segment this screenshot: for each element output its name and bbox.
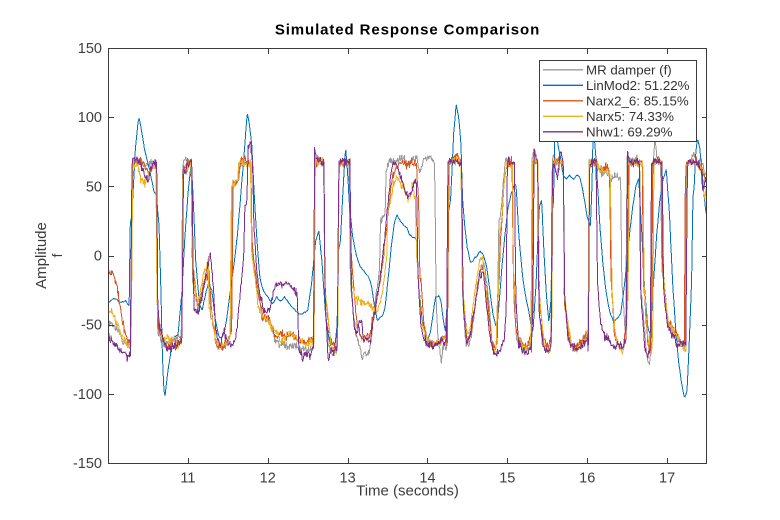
- svg-text:Simulated Response Comparison: Simulated Response Comparison: [275, 22, 540, 39]
- svg-text:11: 11: [180, 471, 195, 487]
- svg-text:16: 16: [579, 471, 595, 487]
- svg-text:MR damper (f): MR damper (f): [586, 63, 672, 78]
- svg-text:-100: -100: [73, 387, 102, 403]
- svg-text:LinMod2: 51.22%: LinMod2: 51.22%: [586, 78, 690, 93]
- svg-text:Narx2_6: 85.15%: Narx2_6: 85.15%: [586, 94, 689, 109]
- svg-text:-150: -150: [73, 456, 102, 472]
- svg-text:12: 12: [260, 471, 276, 487]
- svg-text:0: 0: [94, 249, 102, 265]
- svg-text:Nhw1: 69.29%: Nhw1: 69.29%: [586, 125, 673, 140]
- svg-text:14: 14: [419, 471, 435, 487]
- svg-text:13: 13: [340, 471, 356, 487]
- svg-text:100: 100: [78, 110, 102, 126]
- svg-text:150: 150: [78, 41, 102, 57]
- svg-text:Time (seconds): Time (seconds): [356, 483, 459, 500]
- svg-text:50: 50: [86, 179, 102, 195]
- svg-text:f: f: [50, 253, 65, 257]
- svg-text:Narx5: 74.33%: Narx5: 74.33%: [586, 109, 674, 124]
- svg-text:-50: -50: [81, 318, 102, 334]
- svg-text:15: 15: [499, 471, 515, 487]
- svg-text:Amplitude: Amplitude: [33, 222, 50, 289]
- svg-text:17: 17: [659, 471, 675, 487]
